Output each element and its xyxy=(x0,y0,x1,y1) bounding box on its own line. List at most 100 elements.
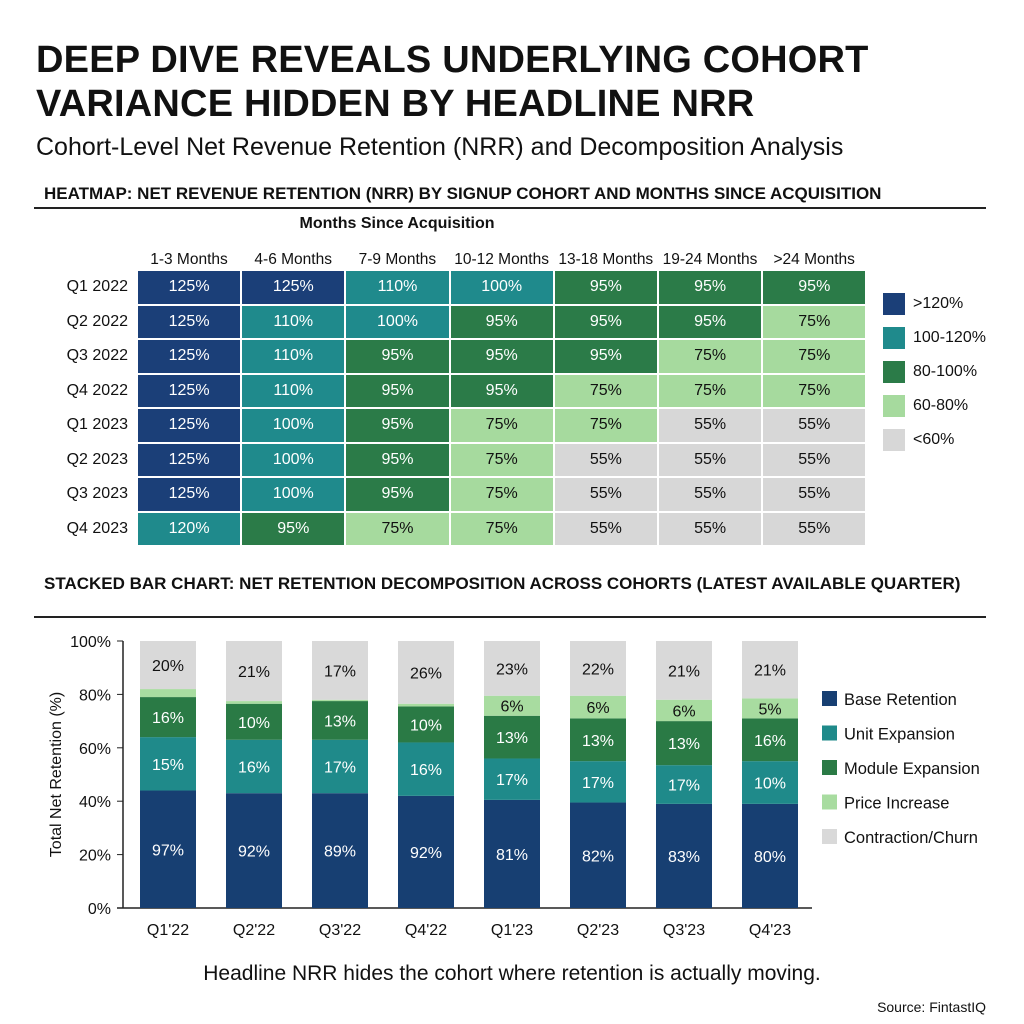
heatmap-cell: 55% xyxy=(658,477,763,512)
heatmap-cell: 75% xyxy=(449,442,554,477)
heatmap-cell: 110% xyxy=(241,304,346,339)
bar-segment xyxy=(140,697,196,738)
data-label: 10% xyxy=(410,717,442,734)
bar-segment xyxy=(398,795,454,908)
legend-swatch xyxy=(883,361,905,383)
data-label: 21% xyxy=(238,664,270,681)
heatmap-cell: 55% xyxy=(553,511,658,546)
data-label: 92% xyxy=(238,844,270,861)
heatmap-cell: 110% xyxy=(241,373,346,408)
legend-item: 60-80% xyxy=(883,395,968,417)
heatmap-cell: 75% xyxy=(553,373,658,408)
data-label: 89% xyxy=(324,844,356,861)
bar-segment xyxy=(312,793,368,908)
heatmap-cell: 55% xyxy=(658,511,763,546)
bar-segment xyxy=(312,739,368,794)
heatmap-cell: 75% xyxy=(762,339,867,374)
bar-segment xyxy=(656,641,712,700)
y-tick-label: 100% xyxy=(70,634,111,651)
legend-label: Base Retention xyxy=(844,691,957,709)
bar-segment xyxy=(484,715,540,759)
heatmap-cell: 95% xyxy=(762,270,867,305)
data-label: 17% xyxy=(324,759,356,776)
heatmap-row-label: Q2 2023 xyxy=(66,450,128,468)
page-subtitle: Cohort-Level Net Revenue Retention (NRR)… xyxy=(36,133,844,161)
legend-label: 60-80% xyxy=(913,397,969,414)
x-tick-label: Q1'22 xyxy=(147,922,189,939)
bar-segment xyxy=(742,718,798,762)
legend-item: 80-100% xyxy=(883,361,977,383)
data-label: 21% xyxy=(668,663,700,680)
heatmap-cell: 95% xyxy=(658,304,763,339)
y-axis-label: Total Net Retention (%) xyxy=(48,692,65,857)
heatmap-cell: 55% xyxy=(762,511,867,546)
heatmap-cell: 75% xyxy=(449,477,554,512)
bar-segment xyxy=(226,701,282,704)
y-tick-label: 60% xyxy=(79,741,111,758)
bar-segment xyxy=(656,699,712,722)
bar-segment xyxy=(312,701,368,740)
heatmap-row-label: Q3 2022 xyxy=(66,347,128,364)
x-tick-label: Q1'23 xyxy=(491,922,533,939)
bar-segment xyxy=(484,641,540,696)
legend-swatch xyxy=(822,760,837,775)
bar-segment xyxy=(398,703,454,707)
bar-segment xyxy=(656,721,712,766)
heatmap-cell: 95% xyxy=(553,339,658,374)
heatmap-row-label: Q4 2023 xyxy=(66,519,128,537)
y-tick-label: 40% xyxy=(79,794,111,811)
bar-segment xyxy=(312,699,368,702)
heatmap-column-header: 19-24 Months xyxy=(662,251,758,268)
heatmap-column-header: 13-18 Months xyxy=(558,251,654,268)
bar-segment xyxy=(140,790,196,908)
bar-segment xyxy=(398,641,454,704)
heatmap-cell: 75% xyxy=(449,408,554,443)
heatmap-cell: 95% xyxy=(241,511,346,546)
data-label: 6% xyxy=(500,699,523,716)
bar-segment xyxy=(742,803,798,908)
bar-segment xyxy=(140,689,196,698)
legend-label: Price Increase xyxy=(844,795,949,813)
data-label: 17% xyxy=(582,775,614,792)
data-label: 13% xyxy=(496,730,528,747)
legend-swatch xyxy=(883,327,905,349)
data-label: 21% xyxy=(754,663,786,680)
heatmap-cell: 125% xyxy=(137,373,242,408)
heatmap-cell: 100% xyxy=(241,408,346,443)
heatmap-cell: 55% xyxy=(762,408,867,443)
heatmap-cell: 55% xyxy=(762,442,867,477)
data-label: 10% xyxy=(754,776,786,793)
data-label: 6% xyxy=(672,703,695,720)
x-tick-label: Q3'23 xyxy=(663,922,705,939)
bar-segment xyxy=(226,703,282,740)
legend-label: 80-100% xyxy=(913,363,978,380)
bar-segment xyxy=(398,706,454,743)
heatmap-title: HEATMAP: NET REVENUE RETENTION (NRR) BY … xyxy=(44,184,882,203)
data-label: 16% xyxy=(152,710,184,727)
data-label: 22% xyxy=(582,661,614,678)
heatmap-cell: 95% xyxy=(345,477,450,512)
heatmap-cell: 95% xyxy=(449,373,554,408)
data-label: 23% xyxy=(496,661,528,678)
heatmap-row-label: Q1 2023 xyxy=(66,416,128,433)
bar-segment xyxy=(742,698,798,719)
x-tick-label: Q4'23 xyxy=(749,922,791,939)
legend-swatch xyxy=(822,691,837,706)
source-note: Source: FintastIQ xyxy=(877,999,986,1015)
y-tick-label: 20% xyxy=(79,848,111,865)
heatmap-cell: 125% xyxy=(137,270,242,305)
data-label: 17% xyxy=(668,778,700,795)
heatmap-row-label: Q3 2023 xyxy=(66,485,128,502)
data-label: 17% xyxy=(496,772,528,789)
bar-segment xyxy=(312,641,368,700)
data-label: 26% xyxy=(410,665,442,682)
bar-segment xyxy=(570,718,626,762)
heatmap-cell: 125% xyxy=(137,339,242,374)
heatmap-cell: 55% xyxy=(658,408,763,443)
bar-segment xyxy=(140,737,196,791)
legend-label: <60% xyxy=(913,431,955,448)
heatmap-cell: 75% xyxy=(449,511,554,546)
data-label: 16% xyxy=(754,733,786,750)
data-label: 13% xyxy=(324,713,356,730)
heatmap-column-header: 4-6 Months xyxy=(254,251,332,268)
